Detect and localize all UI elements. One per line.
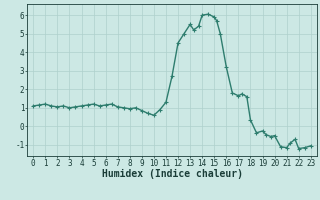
X-axis label: Humidex (Indice chaleur): Humidex (Indice chaleur) bbox=[101, 169, 243, 179]
